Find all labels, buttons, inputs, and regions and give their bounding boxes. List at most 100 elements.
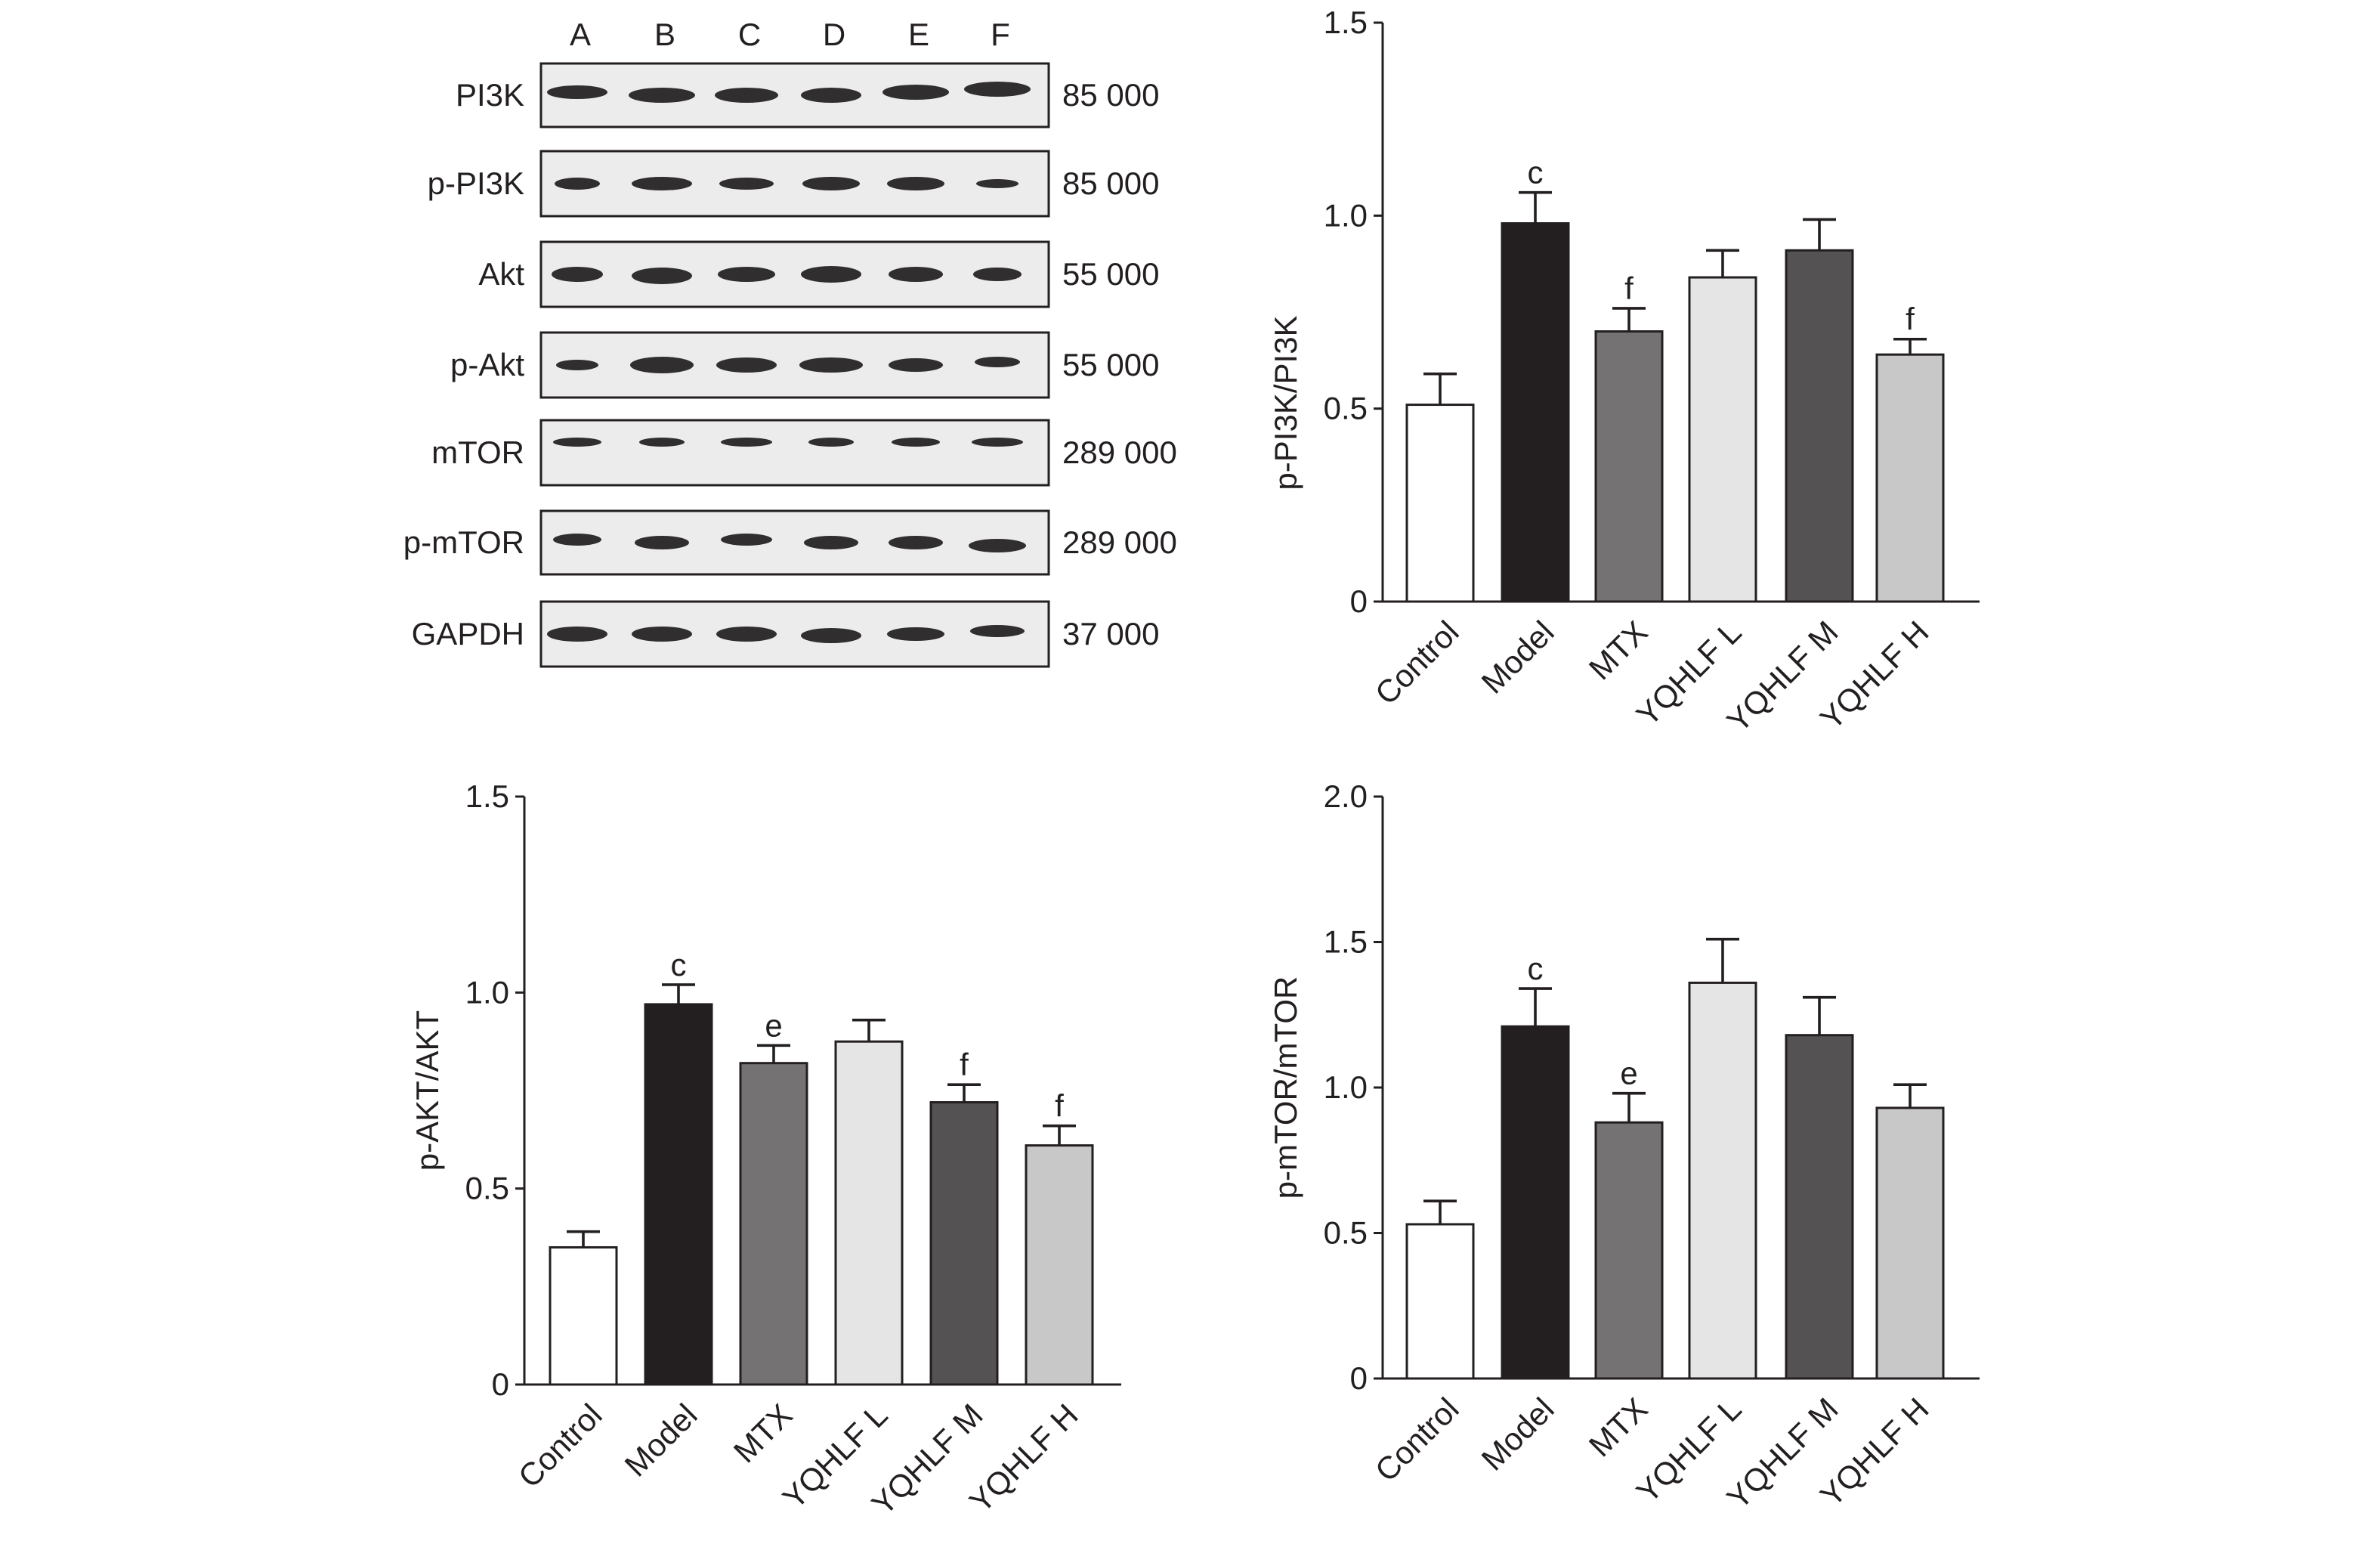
lane-label: D <box>823 17 845 52</box>
protein-band <box>630 357 694 373</box>
protein-band <box>719 178 774 190</box>
blot-row: PI3K 85 000 <box>456 62 1159 128</box>
blot-row-label: p-Akt <box>450 347 524 382</box>
blot-row-label: GAPDH <box>412 616 524 651</box>
blot-row: p-PI3K 85 000 <box>428 150 1159 218</box>
y-tick-label: 1.5 <box>465 778 509 814</box>
protein-band <box>715 88 778 103</box>
y-tick-label: 1.0 <box>1324 1069 1368 1105</box>
protein-band <box>556 360 598 370</box>
molecular-weight-label: 85 000 <box>1062 77 1159 113</box>
molecular-weight-label: 37 000 <box>1062 616 1159 651</box>
lane-label: A <box>570 17 591 52</box>
y-tick-label: 1.5 <box>1324 924 1368 960</box>
protein-band <box>555 178 600 190</box>
protein-band <box>718 267 775 282</box>
y-tick-label: 0 <box>1350 583 1368 619</box>
protein-band <box>969 539 1026 552</box>
protein-band <box>639 438 685 447</box>
significance-label: c <box>1528 155 1544 190</box>
bar-model <box>1501 1025 1570 1380</box>
protein-band <box>970 625 1025 637</box>
bar-model <box>644 1003 713 1386</box>
protein-band <box>716 357 777 373</box>
significance-label: e <box>1620 1056 1637 1091</box>
molecular-weight-label: 85 000 <box>1062 166 1159 201</box>
chart-p-mtor-mtor: 0 0.5 1.0 1.5 2.0 p-mTOR/mTOR Control c Model e MT… <box>1268 778 1980 1516</box>
bar-yqhlf-l <box>1688 276 1757 603</box>
protein-band <box>804 536 858 549</box>
bar-control <box>549 1245 618 1386</box>
bar-mtx <box>1594 1121 1664 1380</box>
x-tick-label: Model <box>1475 614 1561 700</box>
lane-label: B <box>654 17 675 52</box>
x-tick-label: Control <box>1368 1391 1466 1488</box>
bar-yqhlf-l <box>834 1040 904 1386</box>
blot-membrane <box>539 419 1050 487</box>
y-tick-label: 1.0 <box>1324 197 1368 233</box>
blot-row: p-mTOR 289 000 <box>403 509 1177 576</box>
significance-label: e <box>765 1007 782 1043</box>
significance-label: f <box>1906 302 1915 337</box>
protein-band <box>801 88 861 103</box>
x-tick-label: Control <box>1368 614 1466 711</box>
bar-yqhlf-h <box>1875 1106 1945 1380</box>
chart-p-akt-akt: 00.51.01.5p-AKT/AKTControlcModeleMTXYQHL… <box>410 778 1121 1522</box>
protein-band <box>889 358 943 372</box>
x-tick-label: MTX <box>1582 614 1655 686</box>
protein-band <box>976 179 1018 188</box>
y-tick-label: 0.5 <box>1324 391 1368 426</box>
bar-control <box>1405 404 1475 603</box>
protein-band <box>632 268 692 284</box>
y-tick-label: 0.5 <box>1324 1215 1368 1251</box>
x-tick-label: Model <box>1475 1391 1561 1477</box>
protein-band <box>808 438 854 447</box>
blot-row-label: mTOR <box>431 435 524 470</box>
y-tick-label: 1.5 <box>1324 5 1368 40</box>
blot-row: p-Akt 55 000 <box>450 331 1159 399</box>
molecular-weight-label: 289 000 <box>1062 435 1177 470</box>
molecular-weight-label: 289 000 <box>1062 524 1177 560</box>
bar-yqhlf-h <box>1025 1144 1094 1386</box>
x-tick-label: Model <box>618 1397 704 1483</box>
y-tick-label: 0 <box>1350 1360 1368 1396</box>
blot-row-label: PI3K <box>456 77 524 113</box>
protein-band <box>802 177 860 190</box>
y-axis-label: p-mTOR/mTOR <box>1268 976 1303 1199</box>
blot-membrane <box>539 240 1050 308</box>
significance-label: f <box>960 1047 969 1082</box>
x-tick-label: Control <box>512 1397 609 1494</box>
protein-band <box>973 268 1022 281</box>
blot-row-label: Akt <box>478 256 524 292</box>
chart-p-pi3k-pi3k: 00.51.01.5p-PI3K/PI3KControlcModelfMTXYQ… <box>1268 5 1980 739</box>
y-axis-label: p-AKT/AKT <box>410 1010 445 1171</box>
bar-yqhlf-m <box>1785 1034 1854 1380</box>
blot-membrane <box>539 600 1050 668</box>
protein-band <box>547 85 607 99</box>
bar-yqhlf-h <box>1875 353 1945 603</box>
bar-mtx <box>739 1062 808 1386</box>
blot-row: mTOR 289 000 <box>431 419 1177 487</box>
bar-model <box>1501 222 1570 603</box>
x-tick-label: MTX <box>1582 1391 1655 1463</box>
bar-yqhlf-l <box>1688 981 1757 1380</box>
significance-label: f <box>1055 1088 1064 1124</box>
blot-membrane <box>539 509 1050 576</box>
protein-band <box>721 438 772 447</box>
y-tick-label: 0.5 <box>465 1171 509 1206</box>
protein-band <box>887 177 944 190</box>
protein-band <box>882 85 949 100</box>
lane-label: E <box>908 17 929 52</box>
blot-membrane <box>539 150 1050 218</box>
protein-band <box>799 357 863 373</box>
protein-band <box>972 438 1023 447</box>
protein-band <box>889 267 943 282</box>
protein-band <box>721 534 772 546</box>
bar-mtx <box>1594 330 1664 603</box>
protein-band <box>892 438 940 447</box>
significance-label: c <box>1528 951 1544 986</box>
molecular-weight-label: 55 000 <box>1062 256 1159 292</box>
protein-band <box>553 438 601 447</box>
bar-yqhlf-m <box>929 1101 999 1386</box>
